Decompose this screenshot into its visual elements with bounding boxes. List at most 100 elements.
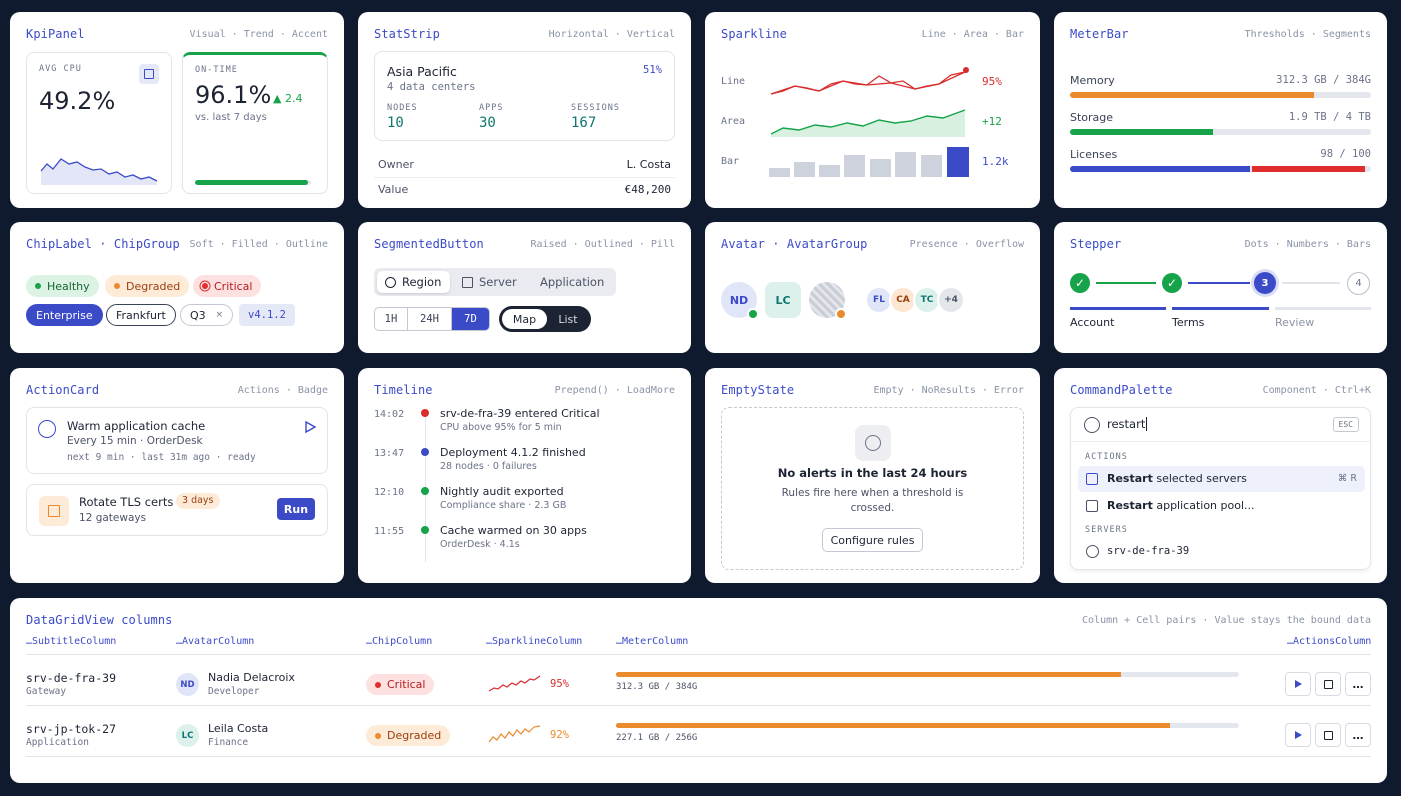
- segment-24h[interactable]: 24H: [408, 308, 452, 330]
- divider: [1071, 441, 1370, 442]
- segment-map[interactable]: Map: [502, 309, 547, 329]
- card-subtitle: Thresholds · Segments: [1244, 29, 1371, 40]
- card-subtitle: Line · Area · Bar: [921, 29, 1024, 40]
- column-header[interactable]: …MeterColumn: [616, 636, 689, 647]
- play-button[interactable]: [1285, 672, 1311, 696]
- command-item-restart-servers[interactable]: Restart selected servers ⌘ R: [1078, 466, 1365, 492]
- step-2-done[interactable]: ✓: [1162, 273, 1182, 293]
- timeline-title[interactable]: srv-de-fra-39 entered Critical: [440, 407, 600, 420]
- segment-1h[interactable]: 1H: [375, 308, 408, 330]
- sparkline-card: Sparkline Line · Area · Bar Line 95% Are…: [705, 12, 1040, 208]
- chip-frankfurt[interactable]: Frankfurt: [106, 304, 176, 326]
- row-sparkline: [488, 675, 541, 692]
- timeline-subtitle: CPU above 95% for 5 min: [440, 422, 562, 433]
- run-button[interactable]: Run: [277, 498, 315, 520]
- avatar[interactable]: LC: [765, 282, 801, 318]
- empty-body: crossed.: [850, 502, 895, 514]
- timeline-title[interactable]: Cache warmed on 30 apps: [440, 524, 587, 537]
- step-1-done[interactable]: ✓: [1070, 273, 1090, 293]
- more-button[interactable]: …: [1345, 672, 1371, 696]
- row-spark-value: 95%: [550, 678, 569, 690]
- stop-button[interactable]: [1315, 672, 1341, 696]
- step-bar: [1275, 307, 1371, 310]
- kpi-cpu-tile[interactable]: AVG CPU 49.2%: [26, 52, 172, 194]
- segment-region[interactable]: Region: [377, 271, 450, 293]
- table-row[interactable]: [26, 655, 1371, 706]
- kpi-ontime-tile[interactable]: ON-TIME 96.1% ▲ 2.4 vs. last 7 days: [182, 52, 328, 194]
- column-header[interactable]: …ChipColumn: [366, 636, 433, 647]
- card-title: SegmentedButton: [374, 237, 484, 251]
- command-item-server[interactable]: srv-de-fra-39: [1078, 539, 1365, 563]
- row-sparkline: [488, 725, 541, 743]
- action-item-cache[interactable]: Warm application cache Every 15 min · Or…: [26, 407, 328, 474]
- step-label: Terms: [1172, 316, 1205, 329]
- person-role: Finance: [208, 737, 249, 748]
- action-item-tls[interactable]: Rotate TLS certs 3 days 12 gateways Run: [26, 484, 328, 536]
- chip-label: Critical: [214, 279, 253, 293]
- play-icon[interactable]: [303, 420, 317, 434]
- step-4-pending[interactable]: 4: [1347, 272, 1370, 295]
- timeline-card: Timeline Prepend() · LoadMore 14:02 srv-…: [358, 368, 691, 583]
- kpi-label: ON-TIME: [195, 65, 238, 75]
- card-title: KpiPanel: [26, 27, 85, 41]
- column-header[interactable]: …AvatarColumn: [176, 636, 255, 647]
- close-icon[interactable]: ×: [215, 310, 224, 320]
- column-header[interactable]: …SparklineColumn: [486, 636, 583, 647]
- timeline-time: 14:02: [374, 409, 405, 420]
- chip-healthy[interactable]: Healthy: [26, 275, 99, 297]
- timeline-time: 13:47: [374, 448, 405, 459]
- checkbox-icon: [1086, 500, 1098, 512]
- bar-sparkline: [769, 147, 969, 177]
- action-subtitle: 12 gateways: [79, 512, 147, 524]
- column-header[interactable]: …SubtitleColumn: [26, 636, 117, 647]
- esc-key[interactable]: ESC: [1332, 417, 1359, 432]
- card-title: Timeline: [374, 383, 433, 397]
- chip-critical[interactable]: Critical: [193, 275, 262, 297]
- avatar-card: Avatar · AvatarGroup Presence · Overflow…: [705, 222, 1040, 353]
- server-icon: [1086, 545, 1099, 558]
- command-palette-card: CommandPalette Component · Ctrl+K restar…: [1054, 368, 1387, 583]
- column-header[interactable]: …ActionsColumn: [1287, 636, 1372, 647]
- empty-body: Rules fire here when a threshold is: [781, 487, 964, 499]
- check-icon: ✓: [1166, 276, 1178, 290]
- avatar: CA: [889, 286, 917, 314]
- chip-label: v4.1.2: [248, 309, 286, 321]
- command-item-restart-pool[interactable]: Restart application pool...: [1078, 493, 1365, 519]
- timeline-title[interactable]: Deployment 4.1.2 finished: [440, 446, 586, 459]
- area-sparkline: [770, 109, 966, 137]
- empty-state-card: EmptyState Empty · NoResults · Error No …: [705, 368, 1040, 583]
- card-title: ActionCard: [26, 383, 100, 397]
- segment-7d[interactable]: 7D: [452, 308, 489, 330]
- stat-region: Asia Pacific: [387, 64, 457, 79]
- timeline-title[interactable]: Nightly audit exported: [440, 485, 564, 498]
- avatar-placeholder[interactable]: [809, 282, 847, 320]
- stat-label: NODES: [387, 103, 418, 113]
- kpi-note: vs. last 7 days: [195, 112, 267, 123]
- chip-degraded[interactable]: Degraded: [105, 275, 190, 297]
- meter-bar-card: MeterBar Thresholds · Segments Memory 31…: [1054, 12, 1387, 208]
- segment-application[interactable]: Application: [540, 271, 604, 293]
- chip-enterprise[interactable]: Enterprise: [26, 304, 103, 326]
- card-title: ChipLabel · ChipGroup: [26, 237, 180, 251]
- avatar[interactable]: ND: [721, 282, 759, 320]
- step-3-current[interactable]: 3: [1254, 272, 1276, 294]
- more-button[interactable]: …: [1345, 723, 1371, 747]
- segment-server[interactable]: Server: [462, 271, 517, 293]
- avatar: ND: [176, 673, 199, 696]
- meter-label: Memory: [1070, 74, 1115, 87]
- meter-label: Storage: [1070, 111, 1114, 124]
- segment-list[interactable]: List: [558, 312, 578, 326]
- table-row[interactable]: [26, 707, 1371, 757]
- chip-q3[interactable]: Q3 ×: [180, 304, 234, 326]
- card-title: EmptyState: [721, 383, 795, 397]
- avatar-group[interactable]: FL CA TC +4: [865, 286, 975, 314]
- play-button[interactable]: [1285, 723, 1311, 747]
- command-search-input[interactable]: restart: [1107, 417, 1148, 431]
- step-label: Review: [1275, 316, 1315, 329]
- configure-rules-button[interactable]: Configure rules: [822, 528, 923, 552]
- card-subtitle: Dots · Numbers · Bars: [1244, 239, 1371, 250]
- card-title: DataGridView columns: [26, 613, 173, 627]
- person-name: Nadia Delacroix: [208, 671, 295, 684]
- stop-button[interactable]: [1315, 723, 1341, 747]
- row-name: srv-de-fra-39: [26, 671, 117, 685]
